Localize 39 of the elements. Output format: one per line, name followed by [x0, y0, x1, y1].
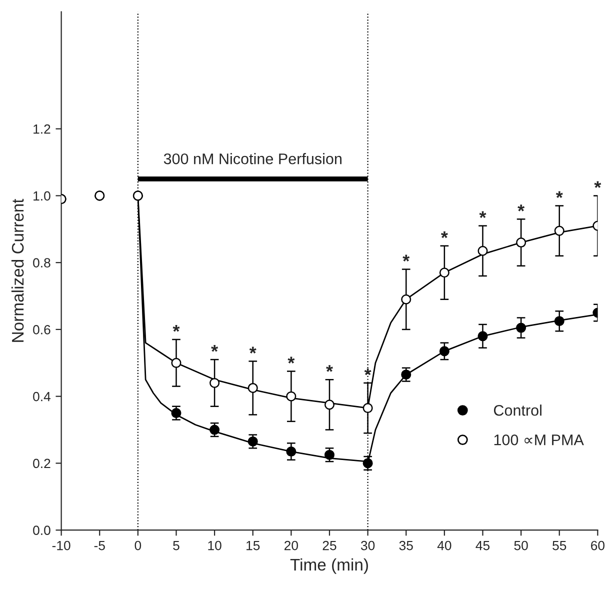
legend-label: 100 ∝M PMA	[494, 434, 584, 446]
data-label: *	[594, 181, 602, 188]
y-tick-label: 1.0	[34, 191, 50, 201]
x-axis-title: Time (min)	[290, 558, 368, 574]
x-tick-label: 30	[360, 540, 375, 550]
data-label: *	[249, 346, 256, 354]
x-tick-label: 40	[437, 540, 452, 550]
x-tick-label: 50	[514, 540, 528, 550]
y-tick-label: 1.2	[34, 124, 50, 134]
data-label: *	[518, 204, 525, 212]
data-label: *	[326, 365, 333, 372]
x-tick-label: 60	[591, 540, 604, 550]
x-tick-label: 45	[476, 541, 490, 550]
x-tick-label: -5	[94, 541, 105, 550]
x-tick-label: 10	[208, 540, 222, 550]
data-label: *	[211, 345, 218, 352]
x-tick-label: 5	[173, 541, 180, 550]
data-label: *	[364, 368, 372, 376]
y-tick-label: 0.6	[33, 325, 50, 334]
y-tick-label: 0.8	[33, 258, 50, 268]
data-label: *	[479, 211, 486, 218]
data-label: *	[172, 324, 180, 332]
x-tick-label: -10	[52, 540, 70, 550]
data-label: *	[556, 191, 563, 198]
x-tick-label: 55	[552, 541, 566, 550]
y-tick-label: 0.2	[33, 458, 50, 468]
y-tick-label: 0.0	[33, 526, 50, 536]
x-tick-label: 25	[322, 540, 336, 550]
x-tick-label: 35	[399, 540, 413, 550]
x-tick-label: 15	[246, 541, 260, 550]
data-label: *	[440, 231, 448, 238]
legend-label: Control	[494, 404, 542, 416]
data-label: *	[402, 254, 410, 262]
data-label: *	[288, 356, 295, 364]
x-tick-label: 0	[134, 540, 142, 550]
x-tick-label: 20	[284, 540, 298, 550]
y-tick-label: 0.4	[33, 392, 50, 402]
series-label: 300 nM Nicotine Perfusion	[164, 153, 342, 164]
y-axis-title: Normalized Current	[11, 198, 24, 342]
